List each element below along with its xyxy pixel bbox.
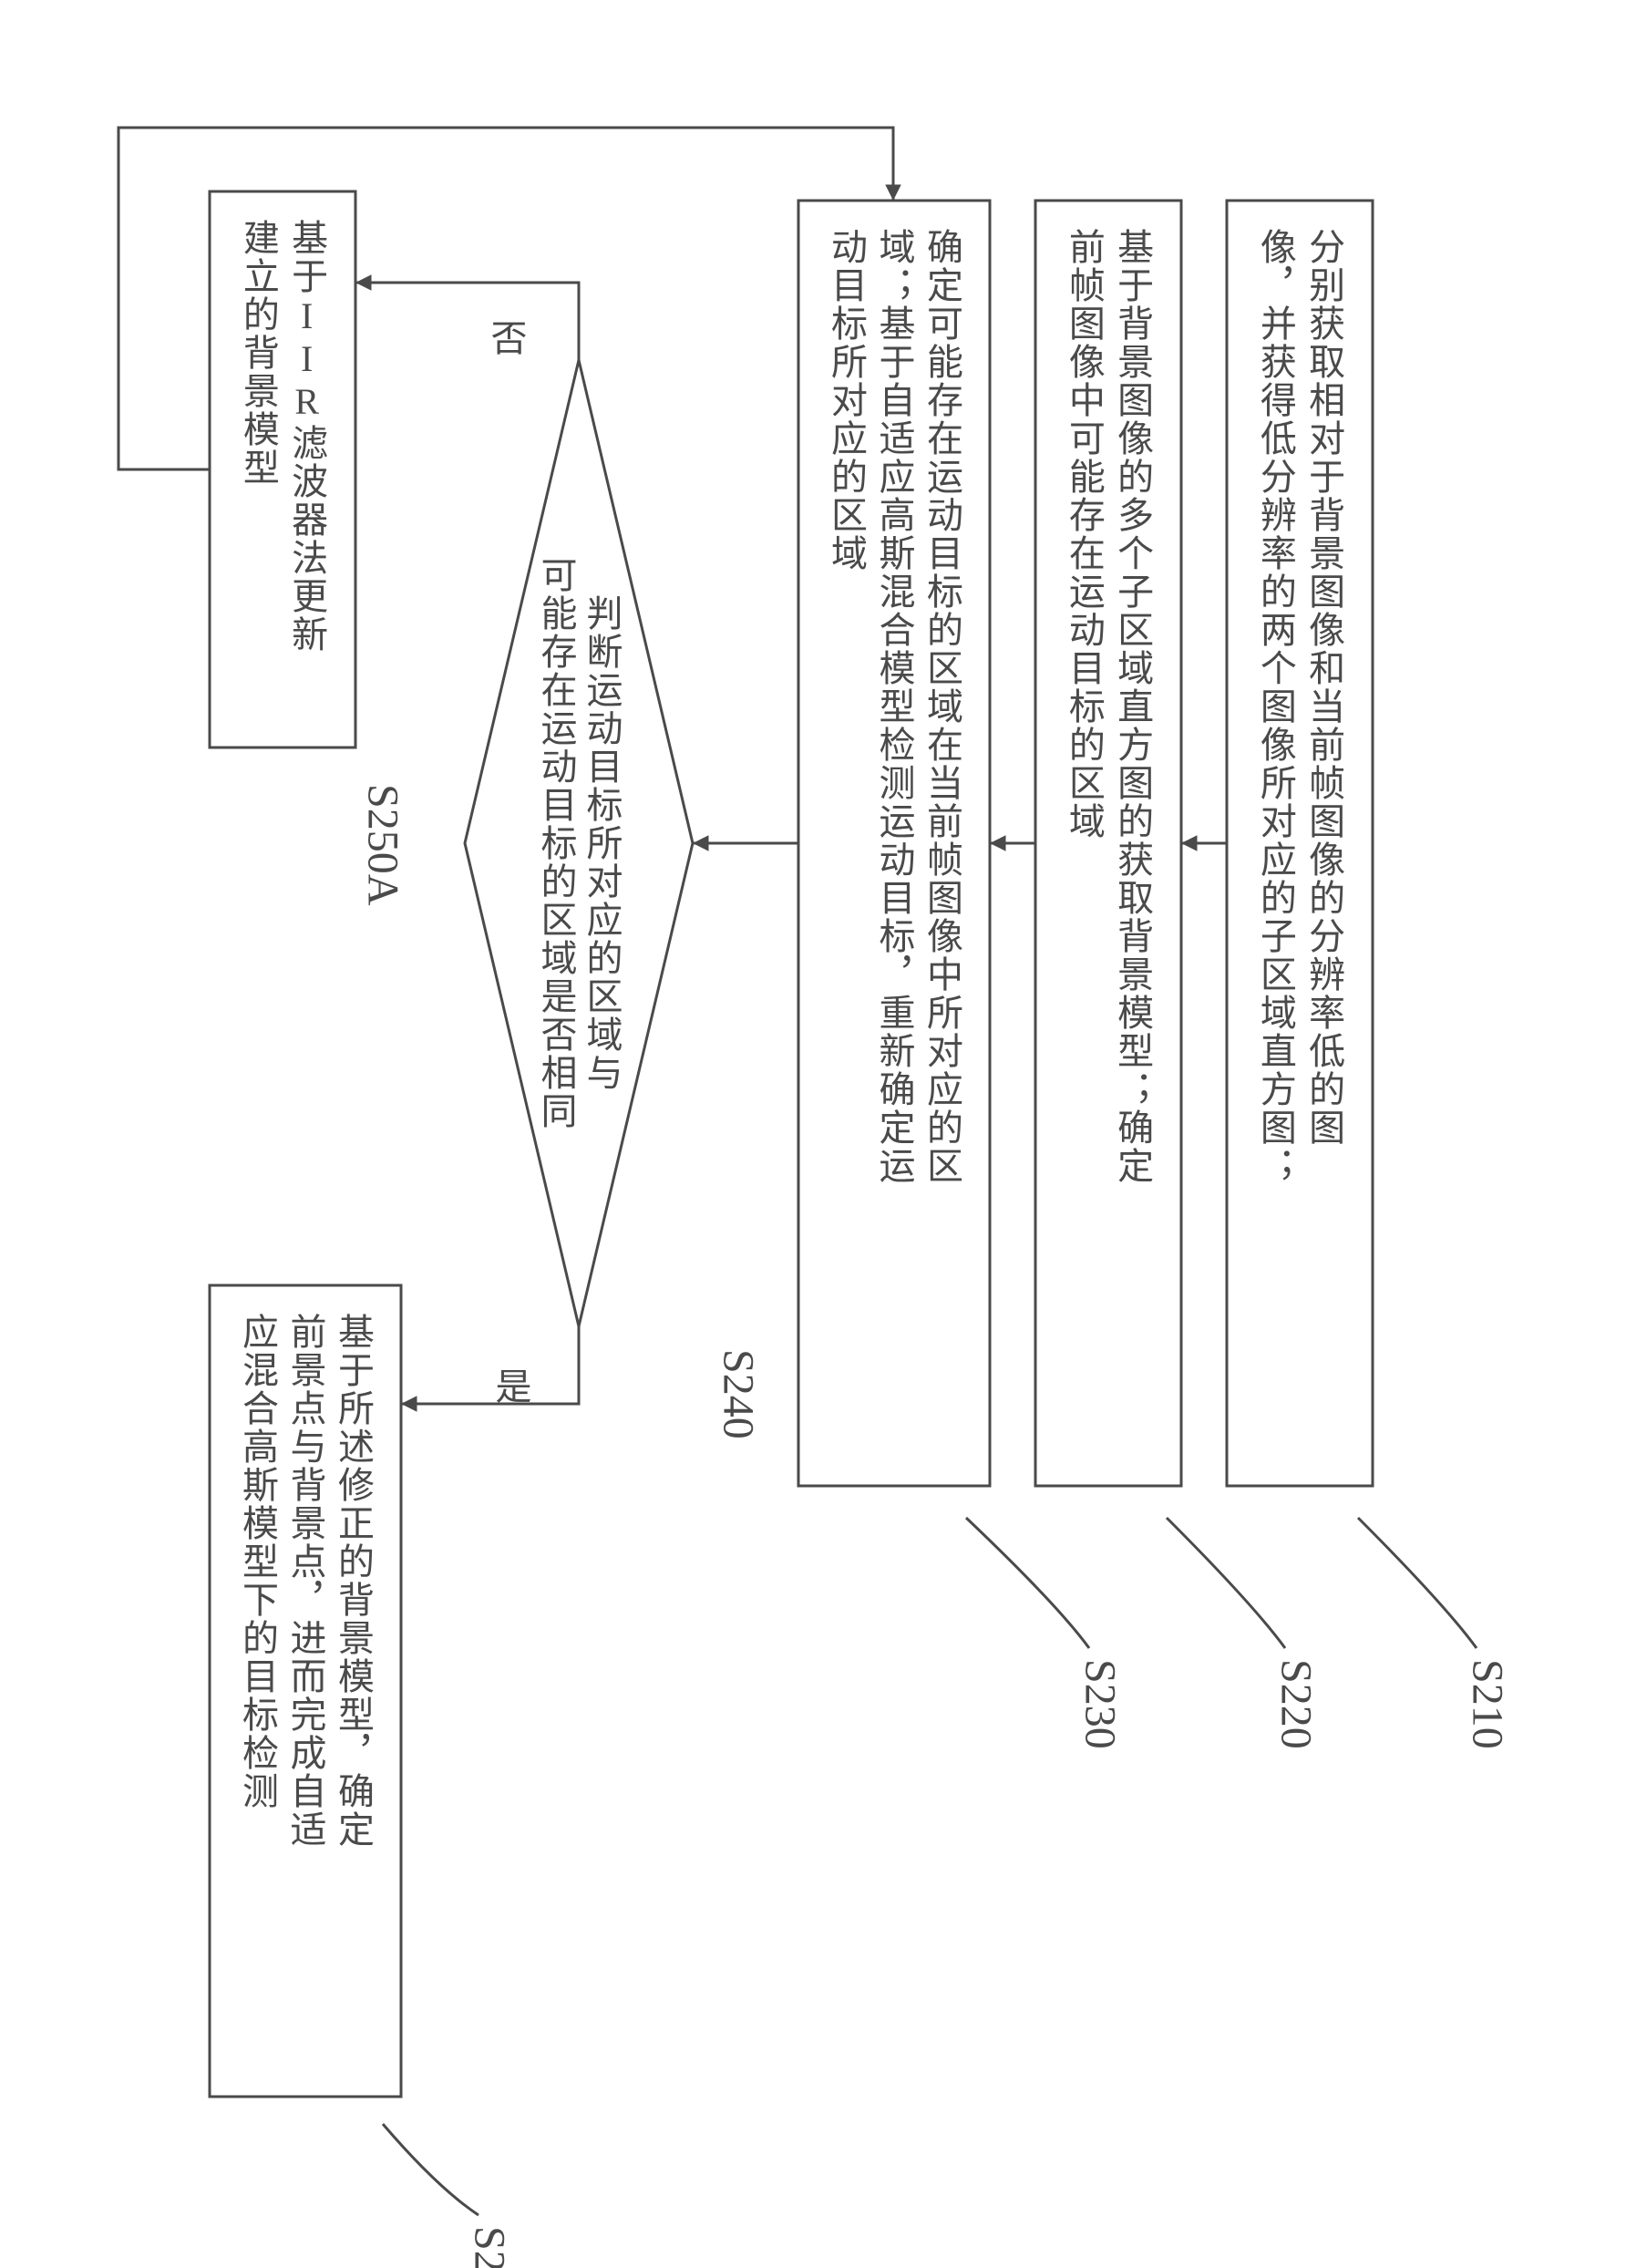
edge-5-path [118, 128, 893, 469]
s250b-leader [383, 2124, 479, 2215]
s210-label: S210 [1464, 1659, 1512, 1749]
s230-line-1: 域；基于自适应高斯混合模型检测运动目标，重新确定运 [874, 228, 916, 1185]
s210-box [1227, 201, 1373, 1486]
s240-line-1: 可能存在运动目标的区域是否相同 [536, 556, 578, 1130]
s210-line-1: 像，并获得低分辨率的两个图像所对应的子区域直方图； [1255, 228, 1297, 1185]
edge-4: 是 [401, 1326, 579, 1404]
node-s210: 分别获取相对于背景图像和当前帧图像的分辨率低的图像，并获得低分辨率的两个图像所对… [1227, 201, 1512, 1749]
s250a-line-0: 基于IIR滤波器法更新 [286, 219, 327, 654]
s220-leader [1167, 1518, 1285, 1648]
s250a-line-1: 建立的背景模型 [238, 219, 279, 487]
s220-line-1: 前帧图像中可能存在运动目标的区域 [1064, 228, 1106, 840]
s230-line-0: 确定可能存在运动目标的区域在当前帧图像中所对应的区 [921, 228, 963, 1185]
node-s240: 判断运动目标所对应的区域与可能存在运动目标的区域是否相同 S240 [465, 360, 763, 1439]
s210-line-0: 分别获取相对于背景图像和当前帧图像的分辨率低的图 [1303, 228, 1345, 1147]
s250a-label: S250A [359, 784, 407, 906]
s230-leader [966, 1518, 1089, 1648]
s250b-line-2: 应混合高斯模型下的目标检测 [237, 1313, 279, 1810]
edge-4-label: 是 [490, 1367, 531, 1404]
node-s250b: 基于所述修正的背景模型，确定前景点与背景点，进而完成自适应混合高斯模型下的目标检… [210, 1285, 514, 2268]
s240-line-0: 判断运动目标所对应的区域与 [581, 594, 623, 1092]
s230-line-2: 动目标所对应的区域 [826, 228, 868, 572]
s250b-line-0: 基于所述修正的背景模型，确定 [333, 1313, 375, 1849]
edge-3-path [355, 283, 579, 360]
edge-3: 否 [355, 283, 579, 360]
s250b-label: S250B [466, 2226, 514, 2268]
s210-leader [1358, 1518, 1477, 1648]
s220-line-0: 基于背景图像的多个子区域直方图的获取背景模型；确定 [1112, 228, 1153, 1185]
s250b-line-1: 前景点与背景点，进而完成自适 [285, 1313, 326, 1849]
s220-label: S220 [1272, 1659, 1321, 1749]
edge-3-label: 否 [486, 319, 527, 356]
s240-label: S240 [715, 1349, 763, 1439]
s230-label: S230 [1076, 1659, 1125, 1749]
s240-diamond [465, 360, 693, 1326]
s220-box [1035, 201, 1181, 1486]
node-s250a: 基于IIR滤波器法更新建立的背景模型 S250A [210, 191, 407, 906]
edge-5 [118, 128, 893, 469]
s250a-box [210, 191, 355, 747]
